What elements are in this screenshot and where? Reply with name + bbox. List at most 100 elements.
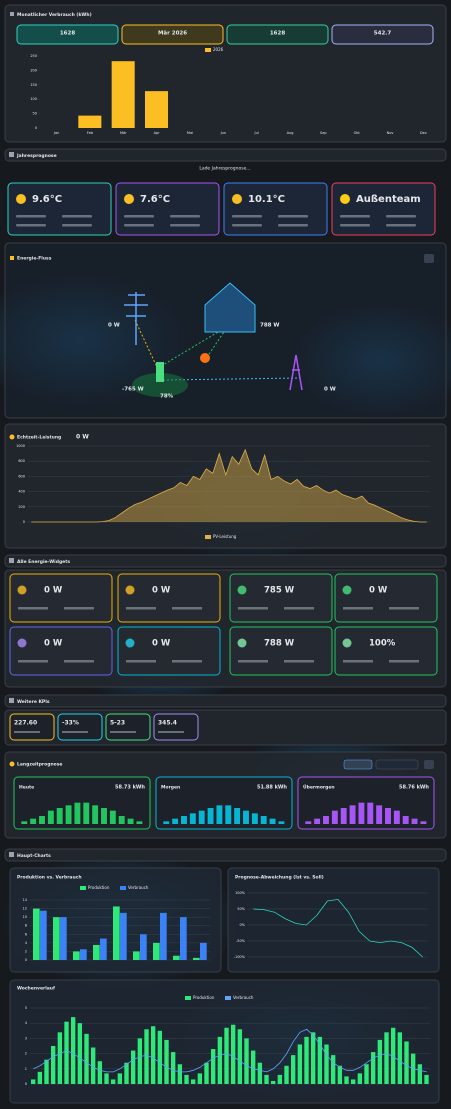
bar: [391, 1027, 396, 1084]
weather-icon: [16, 194, 26, 204]
y-tick-label: 2: [25, 949, 27, 953]
bar: [111, 61, 135, 128]
y-tick-label: 150: [30, 83, 37, 87]
card: [115, 182, 220, 236]
bar: [278, 821, 285, 824]
bar: [424, 1074, 429, 1084]
flow-value: 78%: [160, 394, 174, 400]
widget-value: 0 W: [369, 586, 388, 596]
header-icon: [9, 852, 14, 857]
bar: [257, 1062, 263, 1084]
bar: [120, 912, 127, 960]
bar: [224, 1027, 229, 1084]
label: Langzeitprognose: [17, 762, 62, 768]
kpi-value: 5-23: [110, 720, 125, 727]
bar: [284, 1065, 289, 1084]
bar: [244, 1038, 249, 1084]
label: Monatlicher Verbrauch (kWh): [17, 12, 92, 18]
card: [229, 626, 333, 676]
bar: [216, 805, 223, 824]
bar: [297, 1044, 303, 1084]
y-tick-label: 8: [25, 924, 27, 928]
bar: [21, 821, 28, 824]
bar: [364, 1064, 369, 1084]
bar: [140, 934, 147, 960]
widget-detail: [64, 660, 94, 663]
forecast-day: Heute: [19, 785, 34, 791]
y-tick-label: 1: [25, 1067, 27, 1071]
flow-value: -765 W: [122, 387, 144, 393]
bar: [217, 1036, 223, 1084]
widget-icon: [342, 585, 352, 595]
widget-detail: [343, 607, 373, 610]
bar: [73, 951, 80, 960]
card: [117, 626, 221, 676]
bar: [160, 912, 167, 960]
weather-icon: [340, 194, 350, 204]
bar: [97, 1061, 103, 1084]
weather-detail: [386, 224, 416, 227]
bar: [305, 821, 312, 824]
widget-detail: [18, 660, 48, 663]
y-tick-label: 100%: [235, 891, 246, 895]
bar: [340, 808, 347, 824]
bar: [211, 1049, 216, 1084]
header-icon: [9, 558, 14, 563]
bar: [30, 818, 37, 824]
bar: [64, 1021, 69, 1084]
widget-value: 785 W: [264, 586, 295, 596]
card: [4, 848, 447, 862]
bar: [323, 816, 329, 824]
bar: [189, 813, 196, 824]
bar: [411, 818, 418, 824]
kpi-value: 227.60: [14, 720, 37, 727]
bar: [74, 802, 81, 824]
battery: [156, 362, 164, 382]
bar: [83, 802, 90, 824]
y-tick-label: 0: [23, 520, 25, 524]
bar: [111, 1079, 116, 1084]
bar: [91, 1047, 96, 1084]
bar: [124, 1062, 129, 1084]
forecast-total: 58.73 kWh: [115, 785, 145, 791]
x-tick-label: Nov: [387, 131, 394, 135]
card: [7, 182, 112, 236]
area-line: [31, 448, 427, 523]
kpi-value: -33%: [62, 720, 79, 727]
card: [121, 24, 224, 45]
bar: [384, 1032, 389, 1084]
kpi-caption: [62, 731, 88, 733]
weather-detail: [340, 215, 370, 218]
bar: [136, 821, 143, 824]
bar: [109, 810, 116, 824]
legend-swatch: [205, 48, 211, 52]
x-tick-label: Apr: [154, 131, 161, 135]
x-tick-label: Jun: [220, 131, 226, 135]
bar: [251, 1050, 256, 1084]
widget-detail: [389, 607, 419, 610]
card: [227, 867, 440, 973]
widget-detail: [126, 607, 156, 610]
bar: [80, 949, 87, 960]
bar: [349, 805, 356, 824]
bar: [371, 1052, 376, 1084]
y-tick-label: 600: [18, 474, 25, 478]
bar: [60, 917, 67, 960]
bar: [180, 917, 187, 960]
bar: [264, 1074, 269, 1084]
label: Energie-Fluss: [17, 256, 52, 262]
bar: [225, 805, 232, 824]
y-tick-label: 250: [30, 54, 37, 58]
bar: [65, 805, 72, 824]
bar: [127, 818, 134, 824]
bar: [417, 1064, 423, 1084]
label: Jahresprognose: [16, 153, 57, 159]
bar: [311, 1032, 316, 1084]
widget-detail: [238, 660, 268, 663]
power-now: 0 W: [76, 434, 89, 441]
bar: [172, 818, 179, 824]
bar: [153, 942, 160, 960]
bar: [357, 1073, 363, 1084]
